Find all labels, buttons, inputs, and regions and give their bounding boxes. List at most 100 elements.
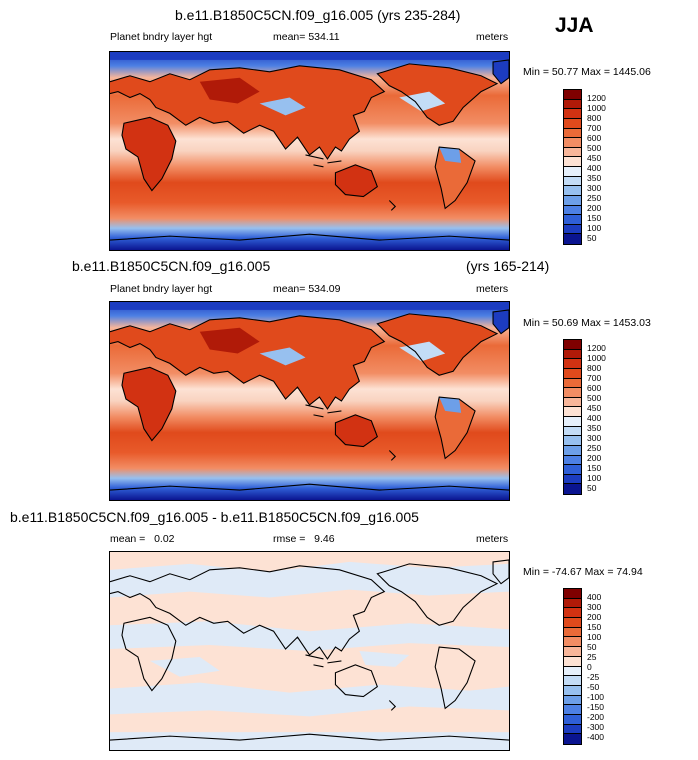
colorbar-swatch	[564, 99, 581, 110]
panel2-map-svg	[110, 302, 509, 500]
panel2-colorbar	[563, 339, 582, 495]
colorbar-tick-label: 1200	[587, 93, 606, 103]
panel1-mean: mean= 534.11	[273, 31, 340, 43]
panel2-minmax: Min = 50.69 Max = 1453.03	[523, 317, 651, 329]
colorbar-swatch	[564, 676, 581, 686]
colorbar-tick-label: 150	[587, 213, 602, 223]
colorbar-tick-label: -200	[587, 712, 605, 722]
panel2-mean: mean= 534.09	[273, 283, 341, 295]
colorbar-tick-label: 1000	[587, 103, 606, 113]
colorbar-swatch	[564, 426, 581, 437]
colorbar-swatch	[564, 388, 581, 398]
colorbar-tick-label: 300	[587, 433, 602, 443]
colorbar-tick-label: -50	[587, 682, 600, 692]
panel2-variable: Planet bndry layer hgt	[110, 283, 213, 295]
colorbar-tick-label: 350	[587, 173, 602, 183]
panel3-title: b.e11.B1850C5CN.f09_g16.005 - b.e11.B185…	[10, 509, 419, 525]
colorbar-tick-label: 100	[587, 223, 602, 233]
colorbar-tick-label: 600	[587, 133, 602, 143]
colorbar-swatch	[564, 118, 581, 129]
colorbar-swatch	[564, 705, 581, 715]
panel3-colorbar	[563, 588, 582, 745]
colorbar-swatch	[564, 465, 581, 475]
colorbar-swatch	[564, 714, 581, 725]
colorbar-tick-label: 100	[587, 473, 602, 483]
panel1-colorbar	[563, 89, 582, 245]
colorbar-swatch	[564, 157, 581, 167]
colorbar-swatch	[564, 637, 581, 648]
colorbar-tick-label: 200	[587, 612, 602, 622]
colorbar-tick-label: 250	[587, 193, 602, 203]
colorbar-swatch	[564, 234, 581, 244]
colorbar-swatch	[564, 397, 581, 408]
colorbar-swatch	[564, 455, 581, 466]
colorbar-tick-label: 800	[587, 363, 602, 373]
colorbar-swatch	[564, 484, 581, 494]
colorbar-swatch	[564, 666, 581, 677]
colorbar-swatch	[564, 474, 581, 485]
colorbar-tick-label: 50	[587, 483, 597, 493]
colorbar-tick-label: 250	[587, 443, 602, 453]
panel3-mean: mean = 0.02	[110, 533, 175, 545]
colorbar-tick-label: 50	[587, 233, 597, 243]
colorbar-swatch	[564, 147, 581, 158]
colorbar-swatch	[564, 186, 581, 196]
panel3-rmse: rmse = 9.46	[273, 533, 335, 545]
colorbar-swatch	[564, 445, 581, 456]
colorbar-swatch	[564, 685, 581, 696]
panel1-variable: Planet bndry layer hgt	[110, 31, 213, 43]
colorbar-tick-label: 100	[587, 632, 602, 642]
colorbar-swatch	[564, 205, 581, 216]
colorbar-tick-label: -150	[587, 702, 605, 712]
panel3-map-svg	[110, 552, 509, 750]
colorbar-swatch	[564, 167, 581, 177]
colorbar-swatch	[564, 734, 581, 744]
colorbar-tick-label: 50	[587, 642, 597, 652]
colorbar-swatch	[564, 128, 581, 139]
colorbar-tick-label: 700	[587, 373, 602, 383]
colorbar-swatch	[564, 224, 581, 235]
colorbar-tick-label: 200	[587, 203, 602, 213]
colorbar-swatch	[564, 359, 581, 369]
colorbar-swatch	[564, 109, 581, 119]
colorbar-swatch	[564, 627, 581, 638]
colorbar-swatch	[564, 195, 581, 206]
colorbar-swatch	[564, 90, 581, 100]
colorbar-tick-label: 400	[587, 163, 602, 173]
colorbar-swatch	[564, 349, 581, 360]
colorbar-tick-label: 400	[587, 592, 602, 602]
colorbar-tick-label: 1000	[587, 353, 606, 363]
colorbar-swatch	[564, 436, 581, 446]
panel2-years: (yrs 165-214)	[466, 258, 550, 274]
colorbar-tick-label: 450	[587, 403, 602, 413]
colorbar-tick-label: -300	[587, 722, 605, 732]
colorbar-swatch	[564, 340, 581, 350]
season-label: JJA	[555, 14, 594, 37]
colorbar-swatch	[564, 647, 581, 657]
panel2-title: b.e11.B1850C5CN.f09_g16.005	[72, 258, 271, 274]
colorbar-tick-label: -25	[587, 672, 600, 682]
colorbar-tick-label: 150	[587, 622, 602, 632]
colorbar-tick-label: 0	[587, 662, 592, 672]
colorbar-swatch	[564, 417, 581, 427]
colorbar-tick-label: 500	[587, 393, 602, 403]
colorbar-swatch	[564, 378, 581, 389]
colorbar-swatch	[564, 656, 581, 667]
colorbar-swatch	[564, 138, 581, 148]
colorbar-tick-label: 200	[587, 453, 602, 463]
panel1-minmax: Min = 50.77 Max = 1445.06	[523, 66, 651, 78]
colorbar-swatch	[564, 589, 581, 599]
colorbar-tick-label: 800	[587, 113, 602, 123]
colorbar-tick-label: 600	[587, 383, 602, 393]
panel1-units: meters	[476, 31, 509, 43]
panel1-map-svg	[110, 52, 509, 250]
panel3-map	[109, 551, 510, 751]
colorbar-swatch	[564, 618, 581, 628]
colorbar-tick-label: 350	[587, 423, 602, 433]
colorbar-tick-label: 25	[587, 652, 597, 662]
colorbar-swatch	[564, 407, 581, 417]
colorbar-tick-label: 700	[587, 123, 602, 133]
panel3-units: meters	[476, 533, 509, 545]
colorbar-tick-label: 1200	[587, 343, 606, 353]
colorbar-tick-label: 500	[587, 143, 602, 153]
